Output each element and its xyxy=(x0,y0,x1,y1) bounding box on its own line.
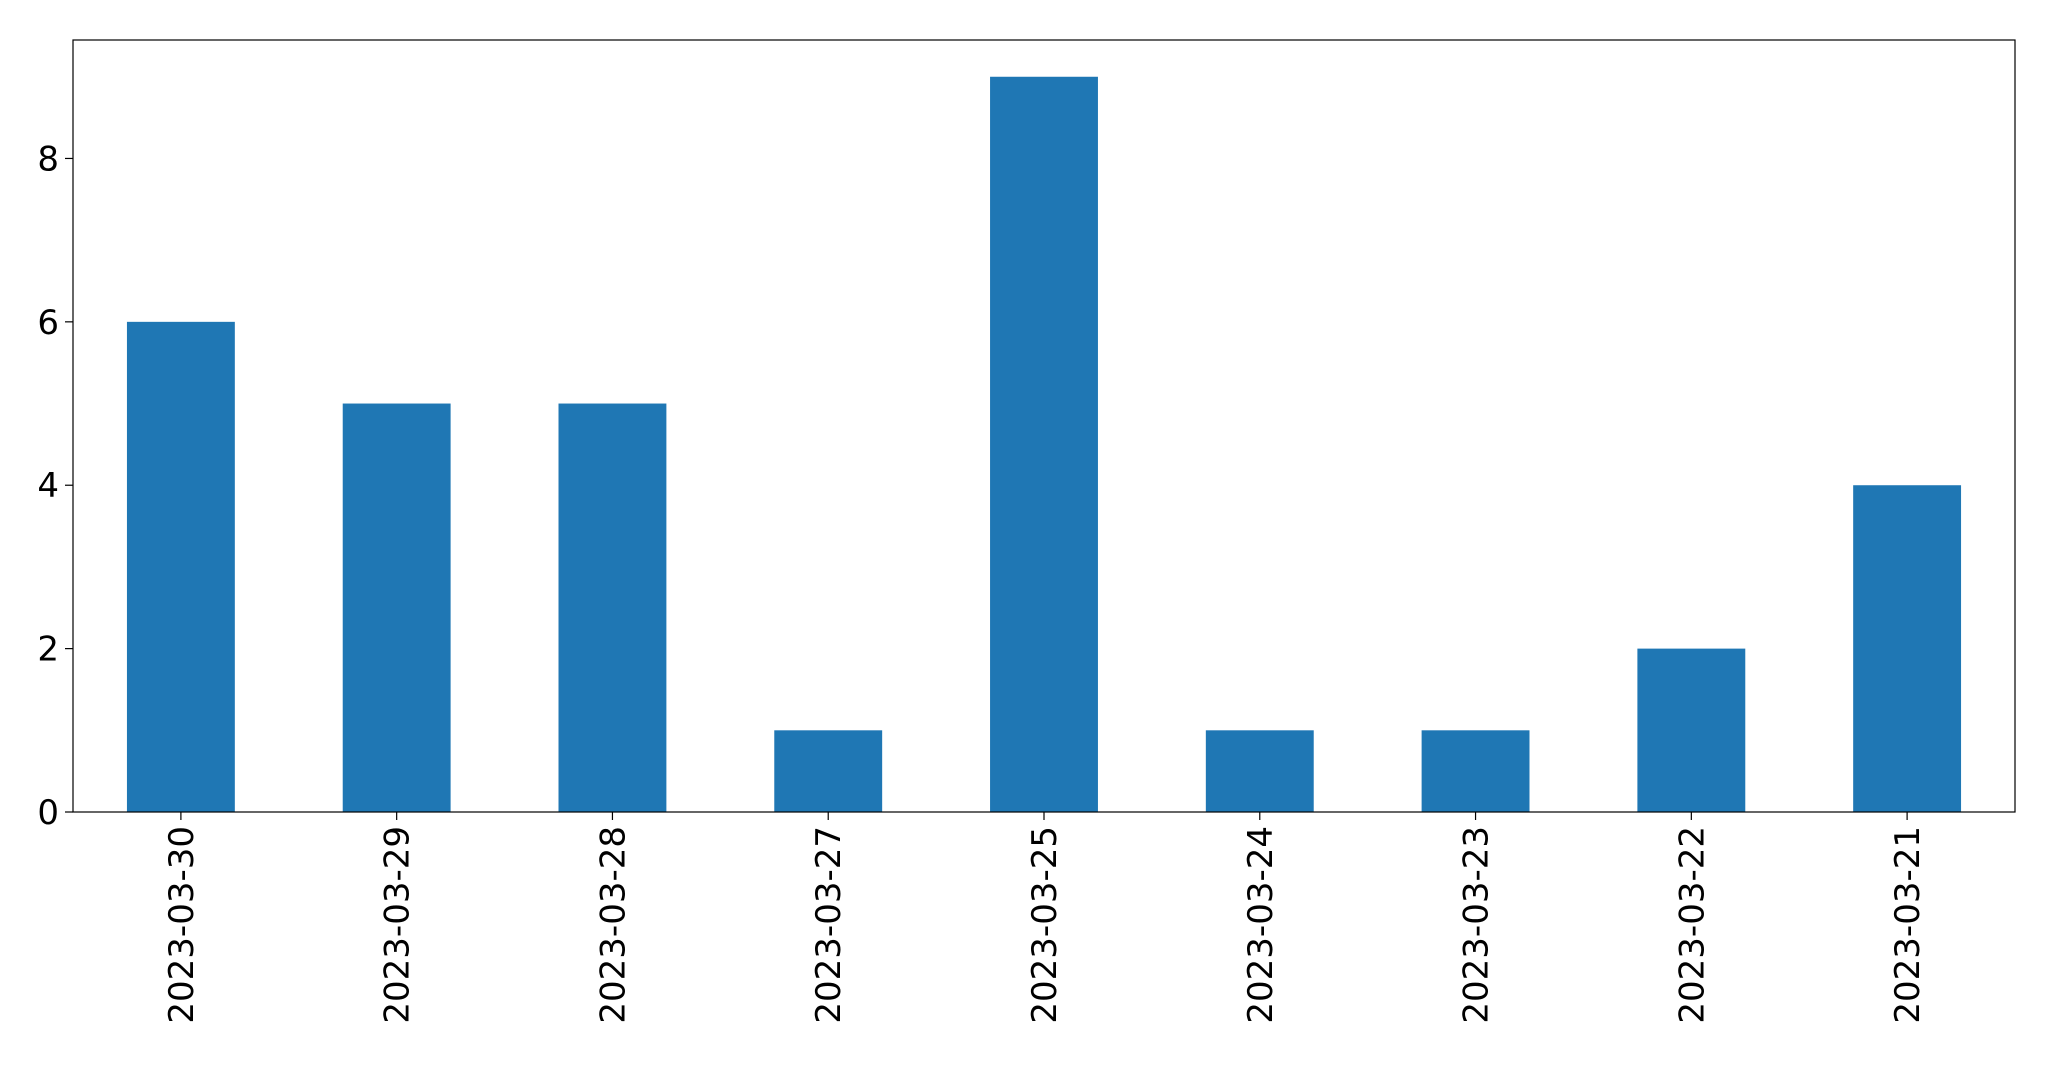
y-tick-label: 8 xyxy=(37,139,59,179)
y-tick-label: 4 xyxy=(37,466,59,506)
x-tick-label: 2023-03-24 xyxy=(1241,826,1281,1024)
x-tick-label: 2023-03-21 xyxy=(1888,826,1928,1024)
bar-2023-03-25 xyxy=(990,76,1098,812)
bar-2023-03-23 xyxy=(1421,730,1530,812)
bar-2023-03-22 xyxy=(1637,648,1746,812)
x-tick-label: 2023-03-28 xyxy=(593,826,633,1024)
bar-2023-03-21 xyxy=(1853,485,1962,812)
bar-2023-03-24 xyxy=(1205,730,1314,812)
x-tick-label: 2023-03-30 xyxy=(162,826,202,1024)
x-tick-label: 2023-03-25 xyxy=(1025,826,1065,1024)
x-tick-label: 2023-03-27 xyxy=(809,826,849,1024)
x-tick-label: 2023-03-29 xyxy=(378,826,418,1024)
bar-2023-03-28 xyxy=(558,403,667,812)
x-tick-label: 2023-03-23 xyxy=(1457,826,1497,1024)
bar-2023-03-29 xyxy=(342,403,451,812)
x-tick-label: 2023-03-22 xyxy=(1672,826,1712,1024)
y-axis-ticks: 0 2 4 6 8 xyxy=(37,139,73,833)
bar-2023-03-30 xyxy=(126,321,235,812)
plot-frame xyxy=(72,39,2016,813)
y-tick-label: 6 xyxy=(37,303,59,343)
bar-2023-03-27 xyxy=(774,730,883,812)
bars-group xyxy=(126,76,1962,812)
x-axis-ticks: 2023-03-30 2023-03-29 2023-03-28 2023-03-27… xyxy=(162,812,1928,1024)
y-tick-label: 0 xyxy=(37,793,59,833)
y-tick-label: 2 xyxy=(37,630,59,670)
